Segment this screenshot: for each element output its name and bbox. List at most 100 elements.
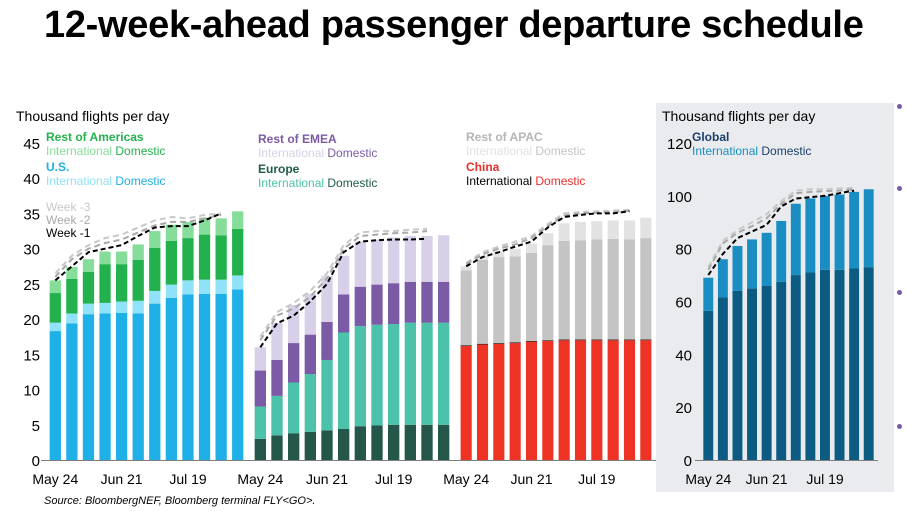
americas-y-tick-label: 25 bbox=[23, 277, 40, 294]
apac-bar-segment bbox=[493, 251, 505, 258]
emea-bar-segment bbox=[371, 239, 383, 285]
apac-x-tick-label: May 24 bbox=[443, 471, 489, 487]
global-week-3-line bbox=[707, 186, 855, 268]
apac-bar-segment bbox=[558, 223, 570, 241]
emea-legend-sublabel: International bbox=[258, 146, 324, 160]
apac-bar-segment bbox=[542, 245, 554, 341]
americas-legend-sublabel: International bbox=[46, 174, 112, 188]
apac-bar-segment bbox=[640, 340, 652, 460]
americas-bar-segment bbox=[165, 297, 178, 460]
emea-bar-segment bbox=[404, 235, 416, 282]
americas-bar-segment bbox=[82, 303, 95, 315]
emea-bar-segment bbox=[271, 395, 283, 436]
apac-bar-segment bbox=[607, 220, 619, 239]
global-bar-segment bbox=[820, 195, 830, 270]
americas-bar-segment bbox=[82, 271, 95, 304]
emea-bar-segment bbox=[304, 293, 316, 335]
emea-bar-segment bbox=[254, 347, 266, 371]
emea-bar-segment bbox=[421, 322, 433, 425]
global-bar-segment bbox=[820, 269, 830, 460]
global-bar-segment bbox=[790, 275, 801, 460]
americas-bar-segment bbox=[99, 264, 111, 303]
global-bar-segment bbox=[805, 272, 816, 460]
emea-legend-sublabel: Domestic bbox=[324, 146, 377, 160]
emea-bar-segment bbox=[288, 382, 300, 434]
apac-legend-group-title: China bbox=[466, 160, 500, 174]
americas-bar-segment bbox=[115, 312, 128, 460]
global-y-tick-label: 120 bbox=[667, 136, 692, 153]
global-x-tick-label: Jul 19 bbox=[806, 471, 844, 487]
apac-bar-segment bbox=[509, 256, 521, 343]
page-title: 12-week-ahead passenger departure schedu… bbox=[44, 4, 864, 46]
americas-bar-segment bbox=[149, 290, 161, 304]
americas-bar-segment bbox=[149, 303, 161, 460]
emea-bar-segment bbox=[354, 326, 366, 427]
emea-week-1-line bbox=[259, 237, 428, 348]
apac-bar-segment bbox=[460, 345, 472, 460]
apac-legend-sublabel: International bbox=[466, 174, 532, 188]
apac-legend-sublabels: International Domestic bbox=[466, 144, 585, 158]
emea-bar-segment bbox=[321, 359, 333, 431]
global-legend-sublabel: International bbox=[692, 144, 758, 158]
emea-bar-segment bbox=[438, 281, 450, 323]
apac-bar-segment bbox=[640, 217, 652, 239]
global-y-tick-label: 0 bbox=[684, 453, 692, 470]
apac-bar-segment bbox=[591, 239, 603, 340]
apac-bar-segment bbox=[607, 339, 619, 341]
global-y-axis-label: Thousand flights per day bbox=[662, 108, 815, 124]
emea-bar-segment bbox=[338, 255, 350, 295]
apac-bar-segment bbox=[623, 220, 636, 240]
americas-bar-segment bbox=[115, 264, 128, 302]
apac-bar-segment bbox=[493, 343, 505, 344]
emea-bar-segment bbox=[438, 322, 450, 425]
americas-bar-segment bbox=[49, 331, 61, 460]
apac-legend-sublabel: International bbox=[466, 144, 532, 158]
global-y-tick-label: 20 bbox=[675, 400, 692, 417]
global-x-tick-label: Jun 21 bbox=[746, 471, 788, 487]
emea-bar-segment bbox=[288, 433, 300, 460]
global-bar-segment bbox=[834, 269, 845, 460]
americas-bar-segment bbox=[215, 235, 227, 280]
apac-bar-segment bbox=[476, 343, 489, 345]
global-y-tick-label: 80 bbox=[675, 242, 692, 259]
americas-bar-segment bbox=[66, 266, 78, 279]
global-bar-segment bbox=[717, 297, 728, 460]
emea-bar-segment bbox=[321, 321, 333, 360]
global-legend-sublabel: Domestic bbox=[758, 144, 811, 158]
americas-bar-segment bbox=[232, 275, 244, 290]
emea-legend-group-title: Rest of EMEA bbox=[258, 132, 337, 146]
apac-bar-segment bbox=[476, 344, 489, 460]
emea-bar-segment bbox=[354, 426, 366, 460]
apac-bar-segment bbox=[460, 266, 472, 271]
americas-y-axis-label: Thousand flights per day bbox=[16, 108, 169, 124]
week-legend-item: Week -2 bbox=[46, 213, 91, 227]
apac-legend-sublabel: Domestic bbox=[532, 174, 585, 188]
emea-bar-segment bbox=[271, 322, 283, 360]
americas-bar-segment bbox=[132, 259, 144, 301]
americas-bar-segment bbox=[198, 217, 211, 235]
emea-bar-segment bbox=[304, 374, 316, 432]
emea-bar-segment bbox=[421, 235, 433, 282]
americas-y-tick-label: 40 bbox=[23, 171, 40, 188]
americas-bar-segment bbox=[232, 228, 244, 276]
global-bar-segment bbox=[776, 281, 787, 460]
americas-y-tick-label: 45 bbox=[23, 136, 40, 153]
americas-bar-segment bbox=[132, 300, 144, 314]
americas-bar-segment bbox=[66, 278, 78, 314]
americas-bar-segment bbox=[82, 314, 95, 460]
apac-bar-segment bbox=[623, 339, 636, 341]
emea-legend-sublabels: International Domestic bbox=[258, 146, 377, 160]
americas-legend-sublabel: Domestic bbox=[112, 174, 165, 188]
americas-y-tick-label: 30 bbox=[23, 242, 40, 259]
global-bar-segment bbox=[703, 310, 714, 460]
global-bar-segment bbox=[747, 288, 757, 460]
americas-bar-segment bbox=[49, 280, 61, 294]
global-week-2-line bbox=[707, 188, 855, 271]
global-bar-segment bbox=[761, 232, 772, 286]
emea-bar-segment bbox=[371, 324, 383, 426]
americas-bar-segment bbox=[198, 234, 211, 280]
emea-x-tick-label: Jul 19 bbox=[375, 471, 413, 487]
americas-bar-segment bbox=[198, 279, 211, 294]
emea-bar-segment bbox=[388, 283, 400, 325]
